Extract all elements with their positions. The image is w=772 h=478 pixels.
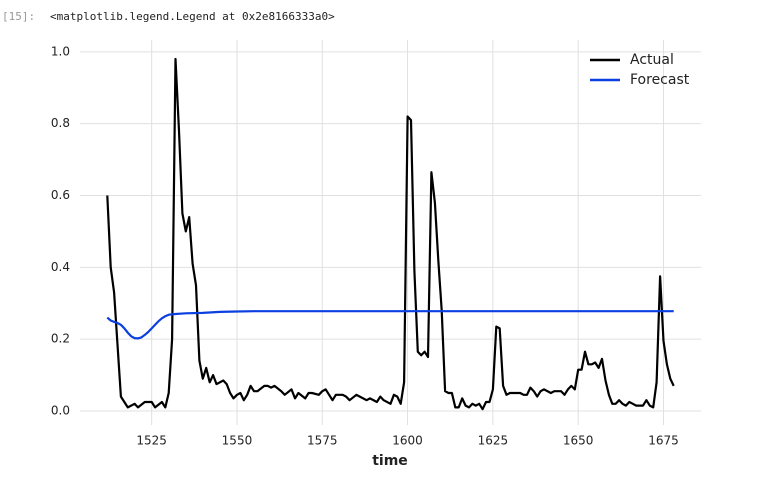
series-line (106, 310, 674, 340)
y-tick-label: 0.4 (51, 260, 70, 274)
x-tick-label: 1550 (222, 434, 253, 448)
series-line (106, 57, 675, 411)
x-axis-label: time (372, 453, 408, 469)
y-tick-label: 0.2 (51, 332, 70, 346)
x-tick-label: 1575 (307, 434, 338, 448)
x-tick-label: 1525 (136, 434, 167, 448)
x-tick-label: 1650 (563, 434, 594, 448)
x-tick-label: 1675 (648, 434, 679, 448)
legend-label: Actual (630, 52, 674, 68)
y-tick-label: 0.8 (51, 116, 70, 130)
y-tick-label: 0.6 (51, 188, 70, 202)
x-tick-label: 1600 (392, 434, 423, 448)
x-tick-label: 1625 (478, 434, 509, 448)
y-tick-label: 0.0 (51, 403, 70, 417)
cell-output: <matplotlib.legend.Legend at 0x2e8166333… (50, 10, 335, 23)
legend-label: Forecast (630, 72, 690, 88)
y-tick-label: 1.0 (51, 44, 70, 58)
cell-prompt: [15]: (2, 10, 35, 23)
